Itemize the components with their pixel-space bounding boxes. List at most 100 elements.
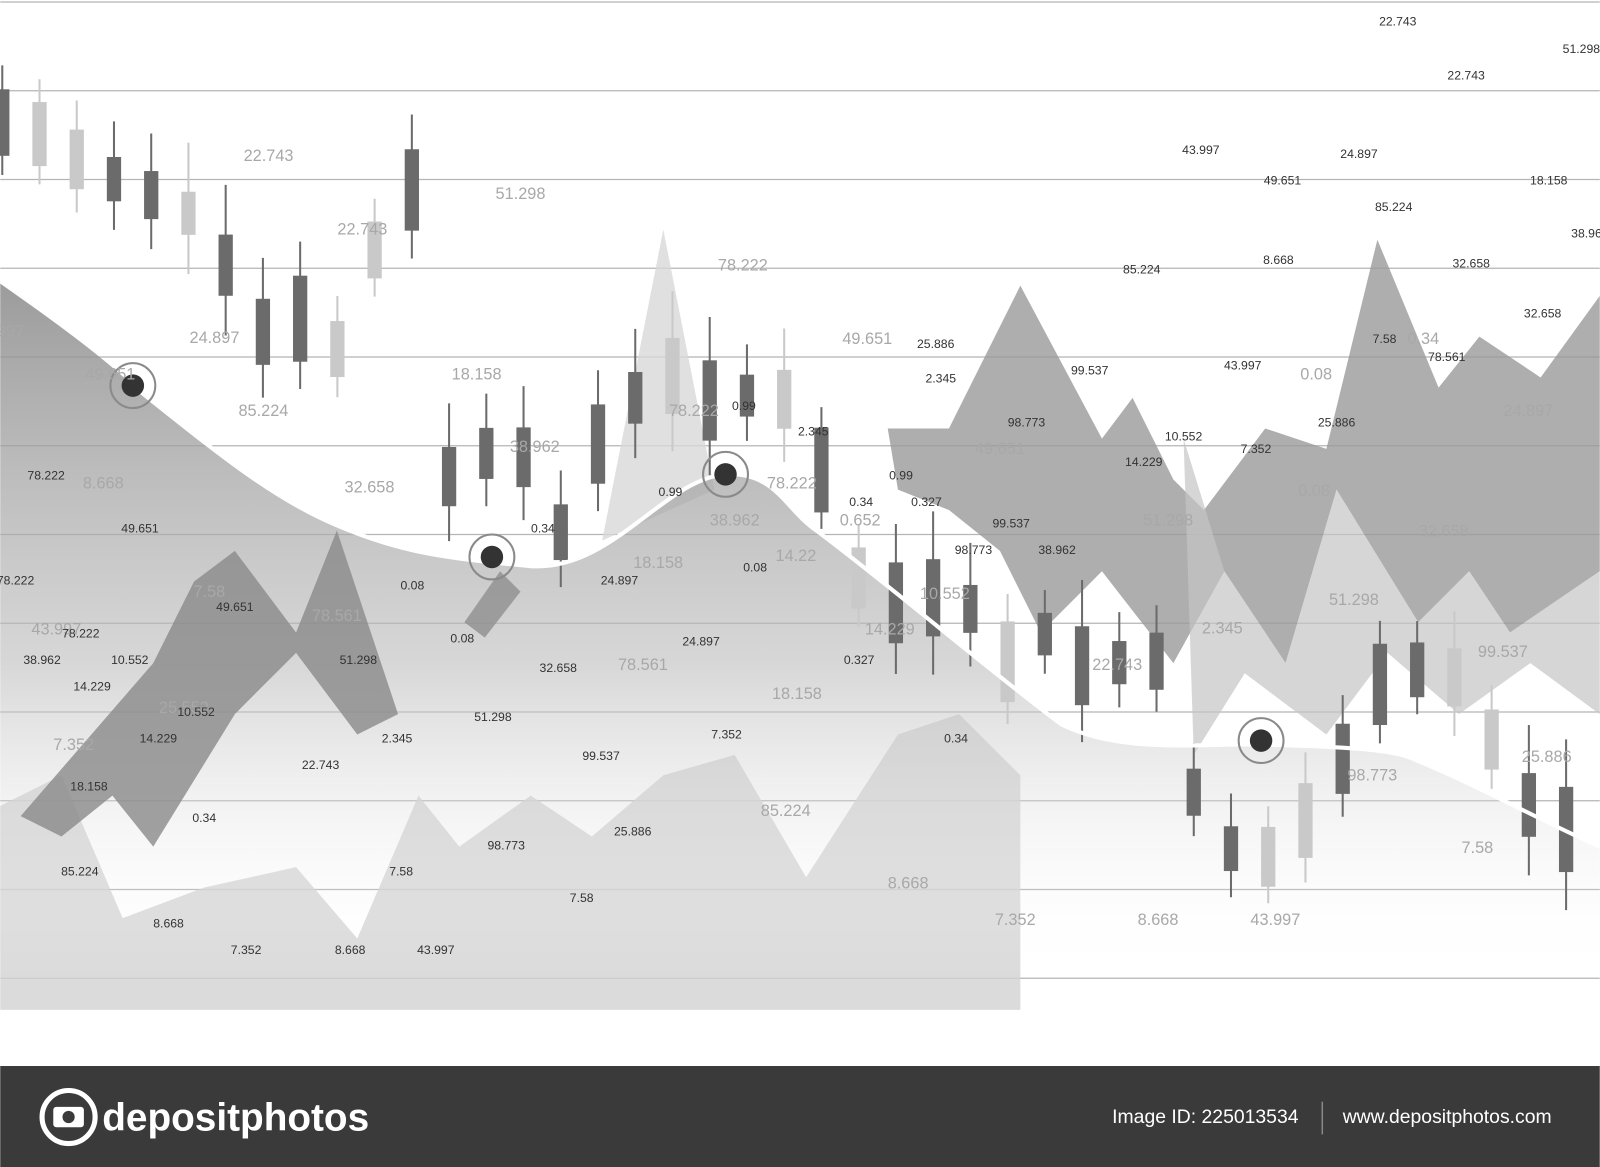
candle-body xyxy=(702,360,717,441)
number-label: 78.561 xyxy=(312,607,362,625)
number-label: 24.897 xyxy=(190,329,240,347)
number-label: 22.743 xyxy=(302,758,340,772)
number-label: 8.668 xyxy=(888,875,929,893)
logo-text: depositphotos xyxy=(102,1096,369,1139)
trend-curve xyxy=(131,384,1600,849)
number-label: 78.222 xyxy=(27,468,65,482)
number-label: 32.658 xyxy=(540,661,578,675)
number-label: 7.58 xyxy=(193,583,225,601)
candle-body xyxy=(1261,826,1276,887)
number-label: 49.651 xyxy=(121,521,159,535)
number-label: 0.08 xyxy=(450,632,474,646)
number-label: 43.997 xyxy=(1250,911,1300,929)
number-label: 51.298 xyxy=(340,653,378,667)
number-label: 99.537 xyxy=(582,749,620,763)
number-label: 43.997 xyxy=(1182,143,1220,157)
image-id: Image ID: 225013534 xyxy=(1112,1106,1299,1128)
number-label: 2.345 xyxy=(798,425,829,439)
number-label: 85.224 xyxy=(1123,262,1161,276)
number-label: 8.668 xyxy=(335,943,366,957)
candle-body xyxy=(181,191,196,235)
number-label: 51.298 xyxy=(1329,591,1379,609)
number-label: 8.668 xyxy=(1138,911,1179,929)
number-label: 32.658 xyxy=(1419,523,1469,541)
number-label: 51.298 xyxy=(496,185,546,203)
number-label: 49.651 xyxy=(975,440,1025,458)
number-label: 43.997 xyxy=(417,943,455,957)
number-label: 78.222 xyxy=(718,256,768,274)
number-label: 98.773 xyxy=(1008,415,1046,429)
number-label: 98.773 xyxy=(487,839,525,853)
candle-body xyxy=(106,156,122,202)
number-label: 78.561 xyxy=(618,656,668,674)
number-label: 98.773 xyxy=(955,543,993,557)
number-label: 0.34 xyxy=(849,495,873,509)
marker-dot xyxy=(714,463,737,486)
marker-dot xyxy=(480,545,504,569)
candle-body xyxy=(218,234,233,296)
number-label: 7.352 xyxy=(995,911,1036,929)
number-label: 7.58 xyxy=(1373,332,1397,346)
number-label: 0.08 xyxy=(1298,482,1330,500)
number-label: 51.298 xyxy=(1143,511,1193,529)
candle-body xyxy=(665,337,680,414)
left-mountain xyxy=(20,530,399,847)
number-label: 49.651 xyxy=(842,330,892,348)
number-label: 997 xyxy=(0,323,24,341)
number-label: 14.229 xyxy=(1125,455,1163,469)
number-label: 32.658 xyxy=(345,479,395,497)
candle-body xyxy=(441,446,457,507)
number-label: 38.962 xyxy=(23,653,61,667)
candle-body xyxy=(1410,642,1425,698)
marker-ring xyxy=(1237,717,1285,765)
number-label: 38.962 xyxy=(510,438,560,456)
candle-body xyxy=(925,559,941,637)
number-label: 85.224 xyxy=(761,802,811,820)
candle-body xyxy=(367,221,382,279)
number-label: 78.222 xyxy=(62,627,100,641)
number-label: 2.345 xyxy=(382,732,413,746)
number-label: 24.897 xyxy=(682,635,720,649)
number-label: 8.668 xyxy=(153,916,184,930)
logo-icon xyxy=(39,1087,98,1147)
number-label: 14.229 xyxy=(73,680,111,694)
number-label: 0.99 xyxy=(659,485,683,499)
candle-body xyxy=(739,374,755,417)
number-label: 85.224 xyxy=(238,402,288,420)
number-label: 25.552 xyxy=(159,699,209,717)
number-label: 18.158 xyxy=(70,780,108,794)
number-label: 78.222 xyxy=(767,475,817,493)
number-label: 7.352 xyxy=(1241,442,1272,456)
number-label: 25.886 xyxy=(614,824,652,838)
number-label: 85.224 xyxy=(1375,200,1413,214)
labels: 22.743 22.743 51.298 78.222 49.651 18.158 85.2… xyxy=(0,15,1600,957)
candle-body xyxy=(479,427,494,479)
number-label: 78.222 xyxy=(0,574,34,588)
number-label: 49.651 xyxy=(1264,174,1302,188)
number-label: 7.58 xyxy=(1461,839,1493,857)
number-label: 0.99 xyxy=(732,399,756,413)
number-label: 7.352 xyxy=(53,736,94,754)
number-label: 18.158 xyxy=(772,685,822,703)
number-label: 24.897 xyxy=(1340,147,1378,161)
candle-body xyxy=(590,404,606,484)
light-spike xyxy=(602,229,715,541)
number-label: 0.327 xyxy=(844,653,875,667)
candle-body xyxy=(553,504,568,561)
candle-body xyxy=(330,321,345,378)
number-label: 98.773 xyxy=(1347,766,1397,784)
number-label: 24.897 xyxy=(1503,402,1553,420)
candle-body xyxy=(1372,643,1388,726)
candle-body xyxy=(963,584,978,633)
number-label: 22.743 xyxy=(1447,69,1485,83)
number-label: 7.352 xyxy=(711,728,742,742)
candle-body xyxy=(1000,621,1015,703)
candle-body xyxy=(32,102,47,167)
candle-body xyxy=(888,562,904,644)
candle-body xyxy=(404,149,419,231)
number-label: 38.962 xyxy=(710,511,760,529)
candle-body xyxy=(1335,723,1350,794)
number-label: 0.34 xyxy=(531,521,555,535)
marker-ring xyxy=(109,362,157,410)
marker-dot xyxy=(1249,729,1273,752)
